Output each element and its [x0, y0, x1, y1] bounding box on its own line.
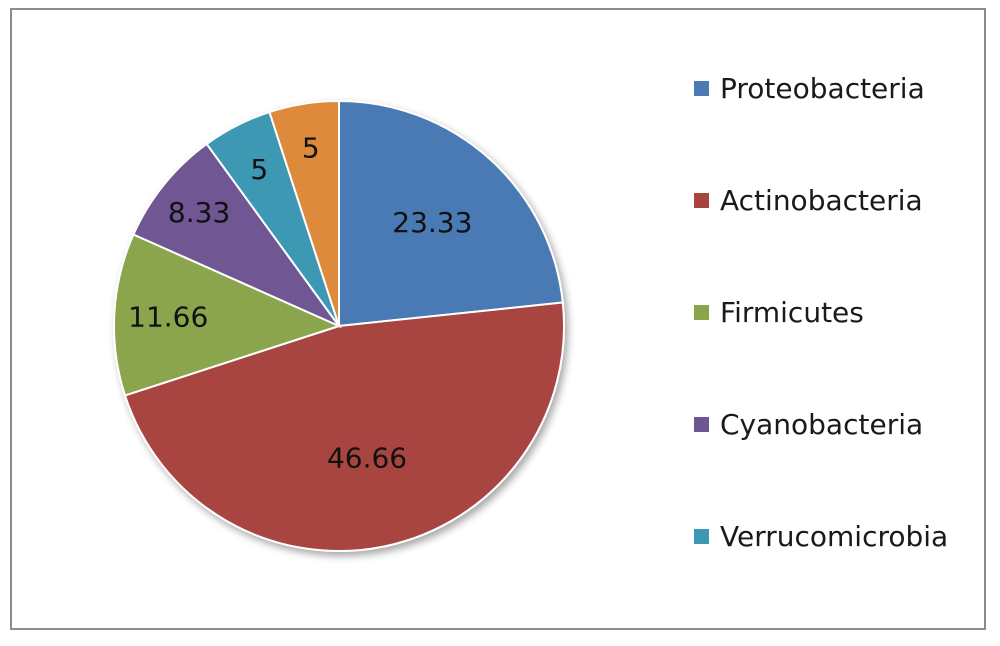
pie-slice-unlabeled	[268, 99, 340, 327]
slice-value-label: 23.33	[392, 206, 472, 239]
slice-value-label: 8.33	[168, 196, 230, 229]
legend-item-proteobacteria: Proteobacteria	[694, 68, 925, 108]
chart-frame: 23.33 46.66 11.66 8.33 5 5 Proteobacteria Act…	[10, 8, 986, 630]
legend-item-firmicutes: Firmicutes	[694, 292, 864, 332]
legend-label-firmicutes: Firmicutes	[720, 295, 864, 329]
legend-label-actinobacteria: Actinobacteria	[720, 183, 923, 217]
pie-slice-actinobacteria	[123, 301, 565, 552]
legend-swatch-actinobacteria	[694, 192, 709, 208]
legend-label-verrucomicrobia: Verrucomicrobia	[720, 519, 949, 553]
pie-chart: 23.33 46.66 11.66 8.33 5 5	[113, 99, 565, 552]
pie-slice-cyanobacteria	[132, 142, 343, 329]
legend-swatch-proteobacteria	[694, 80, 709, 96]
pie-slice-firmicutes	[113, 233, 342, 397]
legend-swatch-verrucomicrobia	[694, 528, 709, 544]
pie-slice-proteobacteria	[338, 99, 564, 328]
legend-item-cyanobacteria: Cyanobacteria	[694, 404, 923, 444]
legend-item-verrucomicrobia: Verrucomicrobia	[694, 516, 948, 556]
legend-item-actinobacteria: Actinobacteria	[694, 180, 923, 220]
slice-value-label: 11.66	[128, 301, 208, 334]
legend-label-proteobacteria: Proteobacteria	[720, 71, 925, 105]
slice-value-label: 5	[250, 153, 268, 186]
legend-swatch-cyanobacteria	[694, 416, 709, 432]
slice-value-label: 46.66	[327, 442, 407, 475]
legend-swatch-firmicutes	[694, 304, 709, 320]
slice-value-label: 5	[302, 132, 320, 165]
legend-label-cyanobacteria: Cyanobacteria	[720, 407, 924, 441]
